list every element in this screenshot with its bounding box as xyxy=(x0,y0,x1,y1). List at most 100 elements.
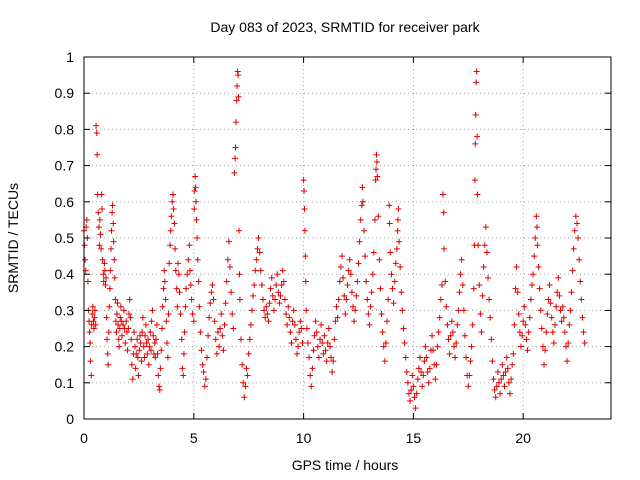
data-point xyxy=(492,394,499,401)
data-point xyxy=(352,307,359,314)
data-point xyxy=(523,336,530,343)
data-point xyxy=(251,282,258,289)
data-point xyxy=(366,321,373,328)
data-point xyxy=(425,379,432,386)
data-point xyxy=(233,97,240,104)
data-point xyxy=(382,339,389,346)
data-point xyxy=(307,372,314,379)
data-point xyxy=(310,347,317,354)
data-point xyxy=(218,311,225,318)
data-point xyxy=(159,303,166,310)
data-point xyxy=(229,311,236,318)
data-point xyxy=(102,282,109,289)
data-point xyxy=(285,303,292,310)
data-point xyxy=(339,253,346,260)
data-point xyxy=(192,198,199,205)
data-point xyxy=(552,321,559,328)
data-point xyxy=(153,336,160,343)
data-point xyxy=(296,329,303,336)
data-point xyxy=(223,278,230,285)
data-point xyxy=(550,339,557,346)
x-tick-labels: 0 5 10 15 20 xyxy=(80,430,531,446)
data-point xyxy=(309,365,316,372)
x-axis-label: GPS time / hours xyxy=(292,457,399,473)
data-point xyxy=(475,242,482,249)
x-tick-label: 15 xyxy=(406,430,422,446)
data-point xyxy=(566,321,573,328)
data-point xyxy=(222,300,229,307)
data-point xyxy=(211,318,218,325)
data-point xyxy=(261,307,268,314)
data-point xyxy=(565,339,572,346)
data-point xyxy=(101,260,108,267)
y-tick-label: 1 xyxy=(66,49,74,65)
data-point xyxy=(288,339,295,346)
data-point xyxy=(561,329,568,336)
data-point xyxy=(278,282,285,289)
data-point xyxy=(346,256,353,263)
data-point xyxy=(521,303,528,310)
data-point xyxy=(347,271,354,278)
data-point xyxy=(559,303,566,310)
data-point xyxy=(135,372,142,379)
data-point xyxy=(112,296,119,303)
data-point xyxy=(206,314,213,321)
data-point xyxy=(162,296,169,303)
data-point xyxy=(287,329,294,336)
data-point xyxy=(134,336,141,343)
data-point xyxy=(325,325,332,332)
data-point xyxy=(96,216,103,223)
data-point xyxy=(429,332,436,339)
data-point xyxy=(156,387,163,394)
data-point xyxy=(136,347,143,354)
data-point xyxy=(124,347,131,354)
data-point xyxy=(504,365,511,372)
data-point xyxy=(139,329,146,336)
data-point xyxy=(402,354,409,361)
data-point xyxy=(581,339,588,346)
data-point xyxy=(373,158,380,165)
data-point xyxy=(182,303,189,310)
data-point xyxy=(114,300,121,307)
data-point xyxy=(496,379,503,386)
data-point xyxy=(333,303,340,310)
data-point xyxy=(434,343,441,350)
data-point xyxy=(405,390,412,397)
data-point xyxy=(567,307,574,314)
data-point xyxy=(390,300,397,307)
data-point xyxy=(395,216,402,223)
data-point xyxy=(443,303,450,310)
y-tick-label: 0 xyxy=(66,411,74,427)
data-point xyxy=(477,311,484,318)
data-point xyxy=(199,361,206,368)
data-point xyxy=(441,245,448,252)
data-point xyxy=(154,350,161,357)
data-point xyxy=(378,311,385,318)
data-point xyxy=(389,285,396,292)
data-point xyxy=(170,206,177,213)
data-point xyxy=(219,332,226,339)
data-point xyxy=(334,314,341,321)
data-point xyxy=(128,336,135,343)
data-point xyxy=(105,361,112,368)
data-point xyxy=(291,321,298,328)
data-point xyxy=(306,354,313,361)
data-point xyxy=(412,405,419,412)
data-point xyxy=(376,256,383,263)
axis-ticks xyxy=(83,56,611,420)
data-point xyxy=(513,263,520,270)
data-point xyxy=(300,177,307,184)
data-point xyxy=(321,332,328,339)
data-point xyxy=(129,376,136,383)
x-tick-label: 20 xyxy=(515,430,531,446)
x-tick-label: 5 xyxy=(190,430,198,446)
data-point xyxy=(174,303,181,310)
data-point xyxy=(516,329,523,336)
data-point xyxy=(312,318,319,325)
y-tick-label: 0.9 xyxy=(55,85,75,101)
data-point xyxy=(201,383,208,390)
data-point xyxy=(185,256,192,263)
data-point xyxy=(240,379,247,386)
data-point xyxy=(153,321,160,328)
data-point xyxy=(517,343,524,350)
